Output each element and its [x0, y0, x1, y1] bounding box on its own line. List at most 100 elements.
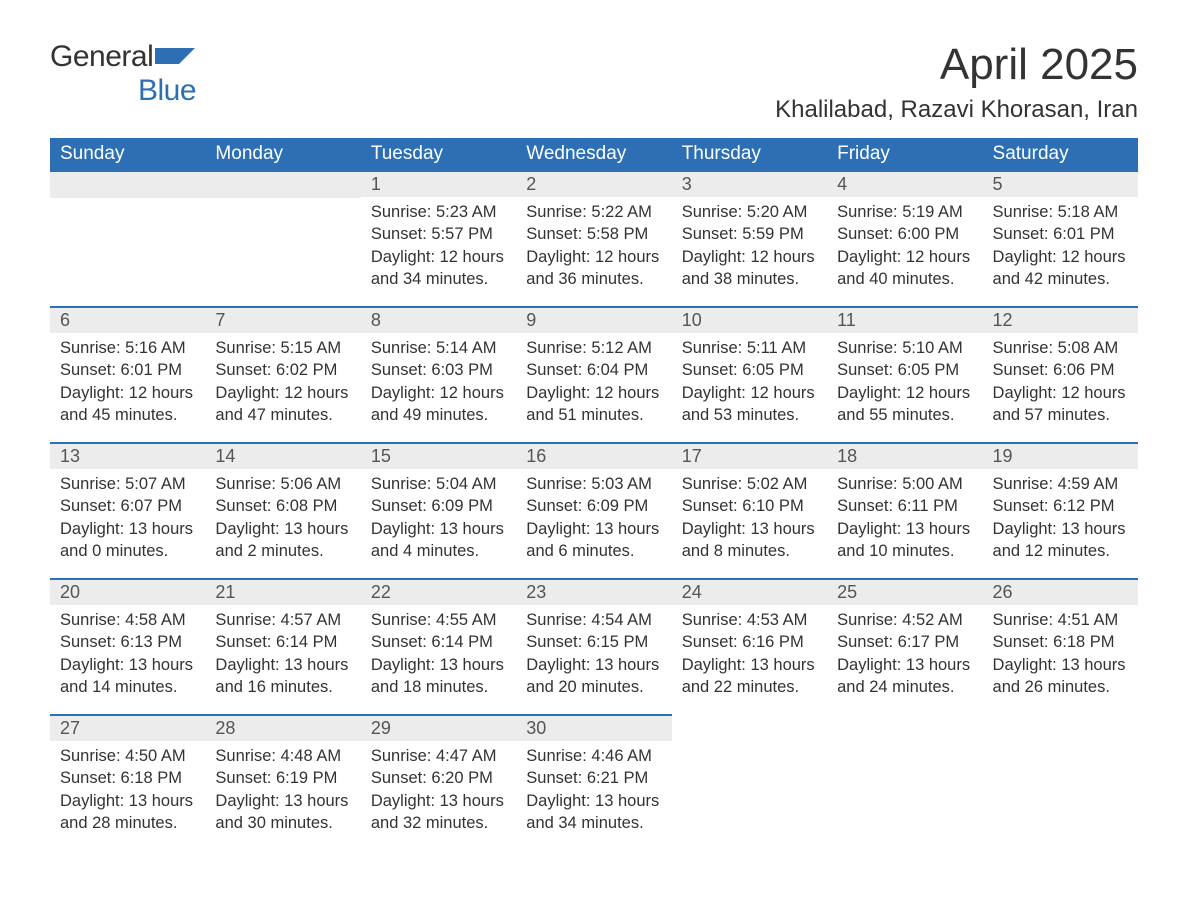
- sunset-line: Sunset: 6:18 PM: [60, 769, 182, 787]
- day-details: Sunrise: 4:55 AMSunset: 6:14 PMDaylight:…: [361, 605, 516, 702]
- daylight-line: Daylight: 13 hours and 10 minutes.: [837, 520, 970, 560]
- day-number: 4: [827, 172, 982, 197]
- day-details: Sunrise: 5:22 AM Sunset: 5:58 PM Daylight:…: [516, 197, 671, 294]
- day-details: Sunrise: 4:46 AMSunset: 6:21 PMDaylight:…: [516, 741, 671, 838]
- calendar-day-cell: 27Sunrise: 4:50 AMSunset: 6:18 PMDayligh…: [50, 715, 205, 851]
- sunrise-line: Sunrise: 5:19 AM: [837, 203, 963, 221]
- day-details: Sunrise: 5:00 AMSunset: 6:11 PMDaylight:…: [827, 469, 982, 566]
- sunset-line: Sunset: 6:17 PM: [837, 633, 959, 651]
- sunrise-line: Sunrise: 5:16 AM: [60, 339, 186, 357]
- calendar-day-cell: 25Sunrise: 4:52 AMSunset: 6:17 PMDayligh…: [827, 579, 982, 715]
- sunrise-line: Sunrise: 4:59 AM: [993, 475, 1119, 493]
- calendar-table: SundayMondayTuesdayWednesdayThursdayFrid…: [50, 138, 1138, 851]
- day-details: Sunrise: 4:47 AMSunset: 6:20 PMDaylight:…: [361, 741, 516, 838]
- daylight-line: Daylight: 12 hours and 42 minutes.: [993, 248, 1126, 288]
- calendar-day-cell: 10Sunrise: 5:11 AMSunset: 6:05 PMDayligh…: [672, 307, 827, 443]
- weekday-header: Sunday: [50, 138, 205, 171]
- daylight-line: Daylight: 13 hours and 14 minutes.: [60, 656, 193, 696]
- weekday-header: Monday: [205, 138, 360, 171]
- sunset-line: Sunset: 5:58 PM: [526, 225, 648, 243]
- day-number: 9: [516, 308, 671, 333]
- sunset-line: Sunset: 6:20 PM: [371, 769, 493, 787]
- day-details: Sunrise: 5:23 AMSunset: 5:57 PMDaylight:…: [361, 197, 516, 294]
- calendar-week-row: 27Sunrise: 4:50 AMSunset: 6:18 PMDayligh…: [50, 715, 1138, 851]
- sunset-line: Sunset: 6:16 PM: [682, 633, 804, 651]
- sunset-line: Sunset: 6:21 PM: [526, 769, 648, 787]
- day-details: Sunrise: 5:15 AMSunset: 6:02 PMDaylight:…: [205, 333, 360, 430]
- calendar-day-cell: 19Sunrise: 4:59 AMSunset: 6:12 PMDayligh…: [983, 443, 1138, 579]
- sunrise-line: Sunrise: 5:03 AM: [526, 475, 652, 493]
- calendar-day-cell: 11Sunrise: 5:10 AMSunset: 6:05 PMDayligh…: [827, 307, 982, 443]
- weekday-header: Thursday: [672, 138, 827, 171]
- calendar-body: 1Sunrise: 5:23 AMSunset: 5:57 PMDaylight…: [50, 171, 1138, 851]
- daylight-line: Daylight: 13 hours and 26 minutes.: [993, 656, 1126, 696]
- day-number: 14: [205, 444, 360, 469]
- day-number: 26: [983, 580, 1138, 605]
- calendar-day-cell: 18Sunrise: 5:00 AMSunset: 6:11 PMDayligh…: [827, 443, 982, 579]
- sunset-line: Sunset: 6:04 PM: [526, 361, 648, 379]
- daylight-line: Daylight: 13 hours and 24 minutes.: [837, 656, 970, 696]
- day-number: 10: [672, 308, 827, 333]
- daylight-line: Daylight: 12 hours and 49 minutes.: [371, 384, 504, 424]
- calendar-week-row: 6Sunrise: 5:16 AMSunset: 6:01 PMDaylight…: [50, 307, 1138, 443]
- sunset-line: Sunset: 6:05 PM: [837, 361, 959, 379]
- calendar-day-cell: 22Sunrise: 4:55 AMSunset: 6:14 PMDayligh…: [361, 579, 516, 715]
- calendar-day-cell: 14Sunrise: 5:06 AMSunset: 6:08 PMDayligh…: [205, 443, 360, 579]
- sunrise-line: Sunrise: 4:50 AM: [60, 747, 186, 765]
- day-details: Sunrise: 5:16 AMSunset: 6:01 PMDaylight:…: [50, 333, 205, 430]
- sunset-line: Sunset: 5:57 PM: [371, 225, 493, 243]
- logo-text-1: General: [50, 40, 153, 73]
- daylight-line: Daylight: 12 hours and 55 minutes.: [837, 384, 970, 424]
- daylight-line: Daylight: 13 hours and 18 minutes.: [371, 656, 504, 696]
- sunset-line: Sunset: 6:00 PM: [837, 225, 959, 243]
- sunrise-line: Sunrise: 4:47 AM: [371, 747, 497, 765]
- sunset-line: Sunset: 6:10 PM: [682, 497, 804, 515]
- day-details: Sunrise: 4:52 AMSunset: 6:17 PMDaylight:…: [827, 605, 982, 702]
- day-number: 16: [516, 444, 671, 469]
- calendar-day-cell: 4Sunrise: 5:19 AMSunset: 6:00 PMDaylight…: [827, 171, 982, 307]
- sunset-line: Sunset: 6:14 PM: [215, 633, 337, 651]
- weekday-header: Friday: [827, 138, 982, 171]
- daylight-line: Daylight: 12 hours and 36 minutes.: [526, 248, 659, 288]
- calendar-week-row: 13Sunrise: 5:07 AMSunset: 6:07 PMDayligh…: [50, 443, 1138, 579]
- day-number: 22: [361, 580, 516, 605]
- daylight-line: Daylight: 12 hours and 45 minutes.: [60, 384, 193, 424]
- sunrise-line: Sunrise: 5:07 AM: [60, 475, 186, 493]
- location-subtitle: Khalilabad, Razavi Khorasan, Iran: [775, 96, 1138, 124]
- day-number: 3: [672, 172, 827, 197]
- day-details: Sunrise: 5:11 AMSunset: 6:05 PMDaylight:…: [672, 333, 827, 430]
- sunrise-line: Sunrise: 5:22 AM: [526, 203, 652, 221]
- daylight-line: Daylight: 13 hours and 12 minutes.: [993, 520, 1126, 560]
- daylight-line: Daylight: 12 hours and 53 minutes.: [682, 384, 815, 424]
- calendar-day-cell: 17Sunrise: 5:02 AMSunset: 6:10 PMDayligh…: [672, 443, 827, 579]
- logo-flag-icon: [155, 46, 195, 66]
- weekday-header: Tuesday: [361, 138, 516, 171]
- sunrise-line: Sunrise: 5:23 AM: [371, 203, 497, 221]
- day-number: 18: [827, 444, 982, 469]
- calendar-day-cell: 26Sunrise: 4:51 AMSunset: 6:18 PMDayligh…: [983, 579, 1138, 715]
- calendar-day-cell: 24Sunrise: 4:53 AMSunset: 6:16 PMDayligh…: [672, 579, 827, 715]
- daylight-line: Daylight: 13 hours and 4 minutes.: [371, 520, 504, 560]
- day-number: 17: [672, 444, 827, 469]
- sunrise-line: Sunrise: 5:15 AM: [215, 339, 341, 357]
- day-number: 11: [827, 308, 982, 333]
- sunrise-line: Sunrise: 4:58 AM: [60, 611, 186, 629]
- calendar-day-cell: 1Sunrise: 5:23 AMSunset: 5:57 PMDaylight…: [361, 171, 516, 307]
- day-details: Sunrise: 5:12 AMSunset: 6:04 PMDaylight:…: [516, 333, 671, 430]
- sunset-line: Sunset: 6:15 PM: [526, 633, 648, 651]
- day-number: 7: [205, 308, 360, 333]
- calendar-empty-cell: [50, 171, 205, 307]
- calendar-day-cell: 23Sunrise: 4:54 AMSunset: 6:15 PMDayligh…: [516, 579, 671, 715]
- calendar-day-cell: 13Sunrise: 5:07 AMSunset: 6:07 PMDayligh…: [50, 443, 205, 579]
- day-details: Sunrise: 4:58 AMSunset: 6:13 PMDaylight:…: [50, 605, 205, 702]
- brand-logo: General Blue: [50, 40, 196, 108]
- sunrise-line: Sunrise: 4:48 AM: [215, 747, 341, 765]
- sunset-line: Sunset: 6:19 PM: [215, 769, 337, 787]
- calendar-day-cell: 5Sunrise: 5:18 AMSunset: 6:01 PMDaylight…: [983, 171, 1138, 307]
- calendar-day-cell: 29Sunrise: 4:47 AMSunset: 6:20 PMDayligh…: [361, 715, 516, 851]
- day-number: 2: [516, 172, 671, 197]
- calendar-day-cell: 21Sunrise: 4:57 AMSunset: 6:14 PMDayligh…: [205, 579, 360, 715]
- day-details: Sunrise: 4:57 AMSunset: 6:14 PMDaylight:…: [205, 605, 360, 702]
- calendar-day-cell: 9Sunrise: 5:12 AMSunset: 6:04 PMDaylight…: [516, 307, 671, 443]
- day-details: Sunrise: 4:48 AMSunset: 6:19 PMDaylight:…: [205, 741, 360, 838]
